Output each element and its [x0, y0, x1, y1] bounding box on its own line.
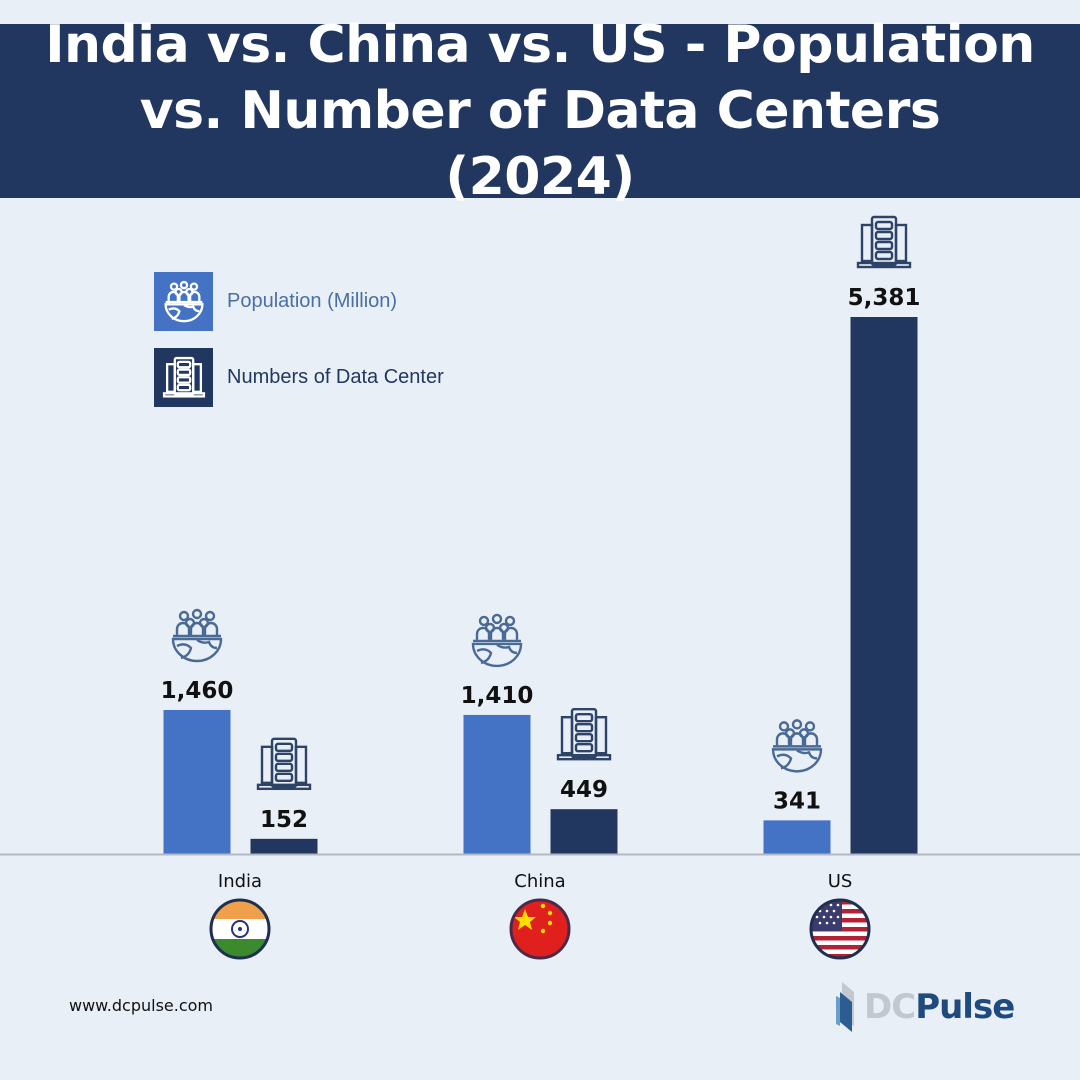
legend-label-population: Population (Million)	[227, 290, 398, 312]
bar-population-china	[463, 714, 531, 854]
data-label-data-centers-us: 5,381	[848, 285, 921, 311]
dcpulse-logo: DCPulse	[836, 982, 1015, 1032]
legend-item-data-centers: Numbers of Data Center	[154, 348, 444, 407]
population-globe-icon	[771, 719, 823, 773]
category-label-us: US	[828, 871, 853, 892]
category-label-india: India	[218, 871, 262, 892]
title-banner: India vs. China vs. US - Population vs. …	[0, 15, 1080, 207]
legend-item-population: Population (Million)	[154, 272, 397, 331]
bar-data-centers-china	[550, 809, 618, 854]
legend-label-data-centers: Numbers of Data Center	[227, 366, 444, 388]
data-label-population-china: 1,410	[461, 683, 534, 709]
bar-data-centers-us	[850, 317, 918, 854]
server-rack-icon	[856, 215, 912, 269]
data-label-population-india: 1,460	[161, 678, 234, 704]
chart-title: India vs. China vs. US - Population vs. …	[45, 15, 1035, 207]
data-label-data-centers-india: 152	[260, 807, 308, 833]
logo-text-pulse: Pulse	[915, 987, 1015, 1027]
website-link[interactable]: www.dcpulse.com	[69, 996, 214, 1015]
data-label-population-us: 341	[773, 788, 821, 814]
population-globe-icon	[171, 608, 223, 663]
bar-population-india	[163, 710, 231, 854]
server-rack-icon	[556, 707, 612, 761]
bar-chart: 1,460 152 1,410 449 341 5,381 India China US	[0, 215, 1080, 960]
bar-data-centers-india	[250, 838, 318, 854]
dcpulse-logo-mark-icon	[836, 982, 854, 1032]
bar-population-us	[763, 820, 831, 854]
india-flag-icon	[209, 898, 271, 960]
server-rack-icon	[154, 348, 213, 407]
category-label-china: China	[514, 871, 565, 892]
data-label-data-centers-china: 449	[560, 777, 608, 803]
server-rack-icon	[256, 737, 312, 791]
population-globe-icon	[154, 272, 213, 331]
population-globe-icon	[471, 613, 523, 668]
logo-text-dc: DC	[864, 987, 916, 1027]
china-flag-icon	[509, 898, 571, 960]
us-flag-icon	[809, 898, 871, 960]
